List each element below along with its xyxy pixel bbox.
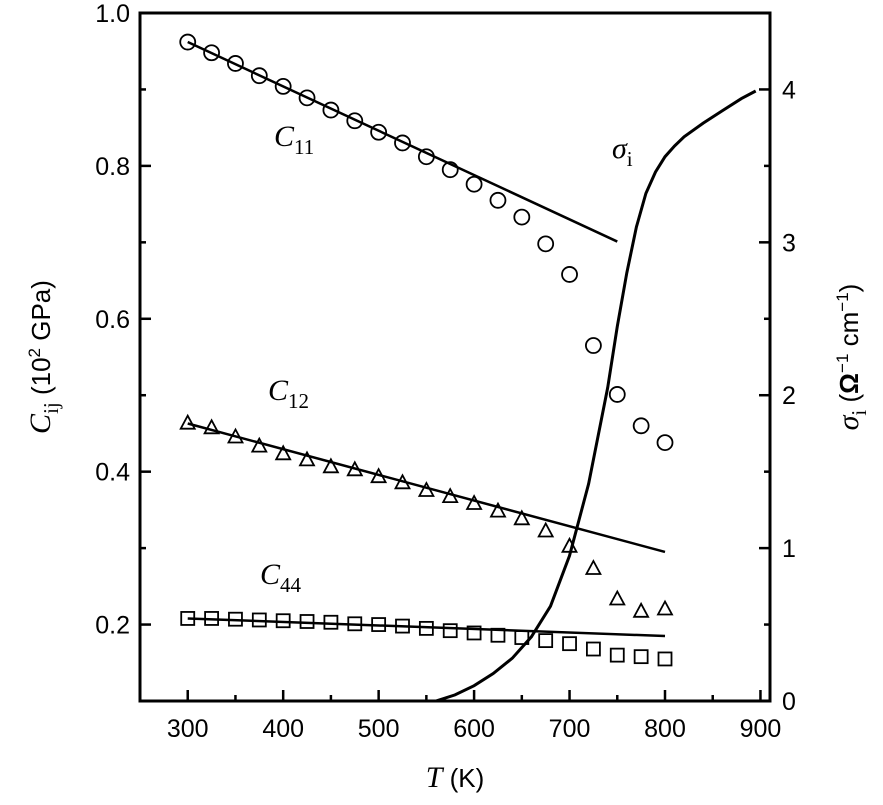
point-c11 [322, 101, 340, 119]
point-c12 [608, 589, 626, 606]
point-c12 [513, 509, 531, 526]
point-c11 [585, 337, 602, 354]
point-c44 [562, 636, 577, 652]
point-c12 [441, 487, 459, 504]
point-c11 [561, 266, 578, 283]
point-c44 [418, 620, 434, 636]
point-c12 [203, 418, 221, 435]
x-tick-label: 800 [644, 715, 686, 743]
point-c12 [489, 501, 507, 518]
point-c12 [298, 450, 316, 467]
point-c44 [633, 649, 649, 665]
point-c44 [371, 617, 387, 632]
y-right-tick-label: 1 [782, 535, 796, 563]
series-label-c12: C12 [268, 374, 309, 413]
point-c11 [537, 235, 555, 253]
point-c44 [299, 614, 315, 629]
point-c44 [347, 616, 363, 632]
point-c44 [466, 625, 482, 641]
point-c11 [417, 148, 435, 166]
y-left-tick-label: 0.8 [95, 153, 130, 181]
fit-line-c12 [187, 422, 666, 554]
point-c12 [537, 521, 555, 538]
point-c44 [395, 618, 410, 634]
fit-lines [187, 40, 666, 638]
y-right-tick-label: 2 [782, 382, 796, 410]
point-c11 [370, 123, 388, 141]
y-right-axis-title: σi (Ω−1 cm−1) [832, 284, 871, 431]
point-c12 [274, 444, 292, 461]
x-axis-title: T (K) [426, 761, 485, 794]
point-c11 [179, 33, 197, 51]
x-tick-label: 300 [167, 715, 209, 743]
y-right-tick-label: 0 [782, 688, 796, 716]
point-c12 [393, 473, 412, 490]
point-c11 [250, 67, 268, 85]
point-c11 [656, 434, 674, 452]
y-left-axis-title: Cij (102 GPa) [24, 280, 63, 434]
x-tick-label: 600 [453, 715, 495, 743]
point-c44 [204, 611, 219, 626]
point-c44 [323, 614, 339, 630]
point-c44 [538, 633, 554, 649]
y-left-tick-label: 0.6 [95, 306, 130, 334]
point-c11 [465, 175, 483, 193]
series-label-i: σi [612, 132, 633, 171]
x-tick-label: 700 [549, 715, 591, 743]
point-c44 [228, 611, 243, 627]
point-c44 [514, 630, 530, 645]
markers [179, 33, 674, 667]
labels: 300 400 500 600 700 800 900 0.2 0.4 0.6 0.8 1.0 0 1 2 3… [24, 0, 871, 794]
point-c11 [298, 89, 316, 107]
point-c44 [657, 651, 673, 667]
y-right-tick-label: 4 [782, 76, 796, 104]
point-c12 [250, 436, 268, 453]
x-tick-label: 500 [358, 715, 400, 743]
point-c12 [226, 427, 245, 444]
point-c12 [179, 413, 197, 430]
y-left-tick-label: 1.0 [95, 0, 130, 28]
x-tick-label: 400 [262, 715, 304, 743]
point-c44 [490, 627, 506, 643]
point-c11 [441, 161, 459, 179]
point-c12 [322, 457, 340, 474]
point-c12 [656, 599, 674, 616]
point-c44 [586, 641, 601, 657]
x-tick-label: 900 [740, 715, 782, 743]
point-c12 [584, 559, 602, 575]
point-c44 [442, 623, 458, 639]
point-c11 [489, 191, 507, 209]
point-c12 [346, 460, 364, 477]
point-c12 [465, 494, 483, 510]
point-c44 [275, 613, 291, 629]
series-label-c11: C11 [274, 120, 314, 159]
series-label-c44: C44 [260, 558, 302, 597]
point-c12 [560, 536, 579, 553]
point-c11 [346, 112, 364, 130]
sigma-curve-layer [435, 89, 757, 701]
point-c11 [227, 55, 244, 72]
point-c44 [609, 647, 625, 663]
point-c44 [251, 612, 267, 628]
point-c12 [370, 467, 388, 484]
plot-frame [138, 11, 772, 703]
y-right-tick-label: 3 [782, 229, 796, 257]
point-c44 [180, 611, 196, 626]
point-c11 [274, 77, 292, 95]
point-c11 [632, 417, 650, 435]
point-c11 [203, 44, 220, 62]
fit-line-c44 [187, 617, 666, 638]
point-c12 [417, 481, 435, 497]
point-c11 [513, 208, 531, 226]
fit-line-c11 [187, 40, 618, 243]
y-left-tick-label: 0.4 [95, 459, 130, 487]
point-c11 [608, 386, 626, 403]
point-c11 [394, 134, 411, 152]
y-left-tick-label: 0.2 [95, 612, 130, 640]
sigma-i-curve [435, 89, 757, 701]
axes [138, 11, 772, 703]
point-c12 [632, 601, 650, 618]
